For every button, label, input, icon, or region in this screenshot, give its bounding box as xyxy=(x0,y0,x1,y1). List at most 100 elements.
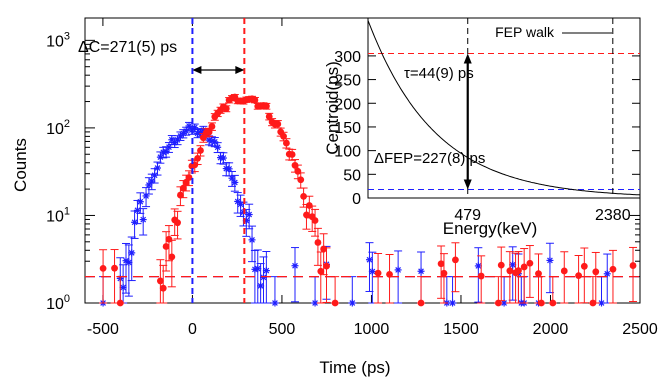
y-tick-label: 101 xyxy=(46,205,70,225)
y-tick-label: 100 xyxy=(46,293,70,313)
data-point xyxy=(549,299,557,307)
data-point xyxy=(509,261,516,268)
data-point xyxy=(366,256,373,263)
data-point xyxy=(211,138,218,145)
inset-y-tick-label: 300 xyxy=(334,49,361,66)
data-point xyxy=(146,182,152,188)
data-point xyxy=(111,264,118,272)
data-point xyxy=(159,284,167,292)
data-point xyxy=(274,120,282,128)
x-tick-label: 2000 xyxy=(533,321,569,338)
data-point xyxy=(592,268,600,276)
data-point xyxy=(292,262,298,269)
data-point xyxy=(272,300,278,306)
red-series xyxy=(85,93,640,307)
inset-y-tick-label: 0 xyxy=(352,191,361,208)
blue-series xyxy=(85,121,640,307)
data-point xyxy=(162,243,170,250)
data-point xyxy=(535,270,542,278)
y-tick-label: 102 xyxy=(46,118,70,138)
data-point xyxy=(99,265,107,272)
data-point xyxy=(280,132,287,140)
data-point xyxy=(249,236,255,243)
data-point xyxy=(123,257,129,264)
data-point xyxy=(314,239,322,246)
data-point xyxy=(477,272,485,280)
data-point xyxy=(220,155,227,161)
data-point xyxy=(311,217,319,224)
data-point xyxy=(497,261,505,269)
data-point xyxy=(440,269,448,277)
data-point xyxy=(526,259,534,267)
x-tick-label: -500 xyxy=(87,321,119,338)
inset-y-tick-label: 50 xyxy=(343,167,361,184)
data-point xyxy=(288,151,296,158)
data-point xyxy=(116,299,124,307)
y-tick-label: 103 xyxy=(46,30,70,50)
data-point xyxy=(163,148,169,155)
data-point xyxy=(323,262,330,270)
data-point xyxy=(262,102,270,110)
data-point xyxy=(303,211,310,219)
data-point xyxy=(395,267,402,273)
data-point xyxy=(194,154,202,162)
data-point xyxy=(349,300,356,306)
inset-background xyxy=(368,18,640,198)
x-tick-label: 1000 xyxy=(354,321,390,338)
main-y-tick-labels: 100 101 102 103 xyxy=(46,30,70,313)
data-point xyxy=(148,178,155,185)
data-point xyxy=(305,202,313,209)
data-point xyxy=(283,139,290,147)
data-point xyxy=(260,274,267,281)
data-point xyxy=(452,256,459,264)
data-point xyxy=(312,300,318,306)
x-tick-label: 1500 xyxy=(443,321,479,338)
data-point xyxy=(246,211,253,218)
data-point xyxy=(629,262,637,269)
data-point xyxy=(226,165,232,172)
data-point xyxy=(185,174,193,181)
inset-y-axis-title: Centroid(ps) xyxy=(323,61,342,155)
data-point xyxy=(131,219,138,226)
data-point xyxy=(209,138,215,144)
data-point xyxy=(297,176,305,184)
data-point xyxy=(174,219,181,227)
data-point xyxy=(547,257,553,264)
data-point xyxy=(177,191,184,199)
data-point xyxy=(174,137,181,143)
delta-c-annotation: ΔC=271(5) ps xyxy=(78,39,177,56)
inset-legend-label: FEP walk xyxy=(495,24,555,40)
inset-y-tick-label: 100 xyxy=(334,144,361,161)
data-point xyxy=(580,262,588,270)
x-axis-title: Time (ps) xyxy=(319,358,390,377)
data-point xyxy=(386,270,393,278)
data-point xyxy=(257,283,264,289)
data-point xyxy=(199,134,207,142)
data-point xyxy=(208,123,216,130)
inset-legend: FEP walk xyxy=(495,24,612,40)
data-point xyxy=(157,154,164,161)
x-tick-label: 2500 xyxy=(622,321,658,338)
data-point xyxy=(598,300,605,306)
inset-tau-annotation: τ=44(9) ps xyxy=(404,65,474,82)
inset-frame xyxy=(367,17,641,199)
data-point xyxy=(609,265,617,273)
delta-c-arrow xyxy=(192,66,245,74)
data-point xyxy=(165,235,173,243)
inset-y-tick-label: 250 xyxy=(334,73,361,90)
data-point xyxy=(560,267,568,275)
data-point xyxy=(254,265,261,272)
data-point xyxy=(300,192,307,200)
data-point xyxy=(137,198,144,205)
data-point xyxy=(120,284,127,291)
x-tick-label: 500 xyxy=(269,321,296,338)
data-point xyxy=(501,300,507,306)
data-point xyxy=(374,269,382,277)
data-point xyxy=(604,270,611,277)
data-point xyxy=(263,267,270,274)
data-point xyxy=(231,179,238,186)
data-point xyxy=(320,245,328,253)
y-axis-title: Counts xyxy=(11,138,30,192)
data-point xyxy=(234,198,241,205)
